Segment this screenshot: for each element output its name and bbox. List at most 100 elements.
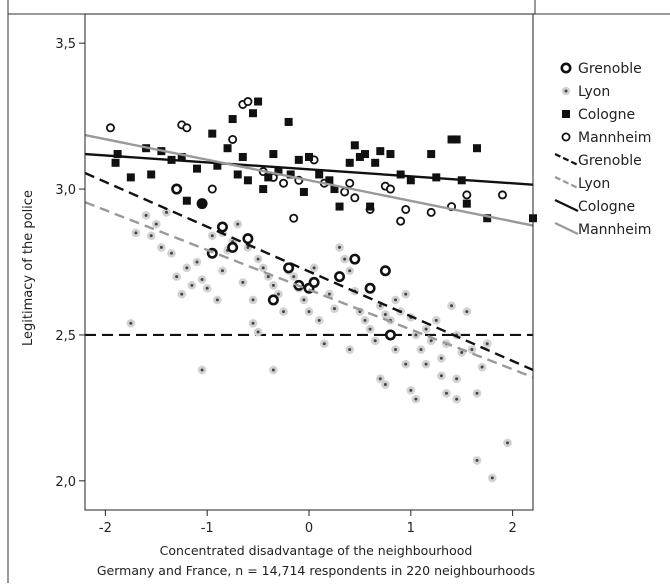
data-point-cologne bbox=[345, 158, 354, 167]
data-point-lyon-center bbox=[251, 298, 255, 302]
legend-item: Cologne bbox=[562, 107, 635, 123]
data-point-mannheim bbox=[426, 207, 436, 217]
data-point-grenoble bbox=[171, 183, 183, 195]
data-point-lyon-center bbox=[215, 298, 219, 302]
data-point-lyon-center bbox=[236, 222, 240, 226]
y-tick-label: 2,0 bbox=[55, 475, 76, 490]
legend-label: Lyon bbox=[578, 176, 610, 192]
data-point-lyon-center bbox=[455, 397, 459, 401]
legend-label: Lyon bbox=[578, 84, 610, 100]
data-point-cologne bbox=[249, 109, 257, 118]
data-point-lyon-center bbox=[475, 458, 479, 462]
data-point-cologne bbox=[366, 202, 375, 211]
data-point-lyon-center bbox=[363, 318, 367, 322]
data-point-lyon-center bbox=[271, 283, 275, 287]
data-point-lyon-center bbox=[373, 339, 377, 343]
data-point-lyon-center bbox=[450, 304, 454, 308]
data-point-cologne bbox=[223, 144, 232, 153]
data-point-lyon-center bbox=[378, 304, 382, 308]
legend-marker bbox=[562, 110, 570, 118]
data-point-lyon-center bbox=[170, 251, 174, 255]
data-point-lyon-center bbox=[292, 275, 296, 279]
data-point-cologne bbox=[259, 185, 268, 194]
data-point-cologne bbox=[284, 117, 293, 126]
data-point-mannheim bbox=[385, 184, 395, 194]
data-point-cologne bbox=[264, 173, 273, 182]
data-point-cologne bbox=[111, 158, 120, 167]
data-point-cologne bbox=[305, 152, 313, 161]
data-point-lyon-center bbox=[154, 222, 158, 226]
data-point-lyon-center bbox=[439, 374, 443, 378]
data-point-lyon-center bbox=[348, 348, 352, 352]
data-point-grenoble bbox=[227, 241, 239, 253]
x-tick-label: 2 bbox=[508, 521, 516, 536]
series-mannheim bbox=[105, 97, 507, 226]
data-point-cologne bbox=[286, 170, 295, 179]
data-point-cologne bbox=[350, 141, 359, 150]
data-point-lyon-center bbox=[455, 377, 459, 381]
legend-label: Cologne bbox=[578, 107, 635, 123]
data-point-lyon-center bbox=[424, 362, 428, 366]
fit-line-cologne-solid bbox=[84, 152, 534, 186]
data-point-mannheim bbox=[207, 184, 217, 194]
data-point-lyon-center bbox=[444, 391, 448, 395]
data-point-cologne bbox=[177, 152, 186, 161]
data-point-mannheim bbox=[350, 193, 360, 203]
data-point-cologne bbox=[386, 150, 395, 159]
data-point-cologne bbox=[294, 155, 303, 164]
data-point-lyon-center bbox=[338, 245, 342, 249]
data-point-lyon-center bbox=[475, 391, 479, 395]
data-point-grenoble bbox=[216, 221, 228, 233]
x-tick-label: 0 bbox=[305, 521, 313, 536]
data-point-cologne bbox=[355, 152, 364, 161]
data-point-cologne bbox=[274, 167, 283, 176]
data-point-mannheim bbox=[279, 178, 289, 188]
data-point-mannheim bbox=[182, 123, 192, 133]
legend-label: Mannheim bbox=[578, 222, 651, 238]
data-point-grenoble bbox=[242, 233, 254, 245]
y-tick-label: 3,0 bbox=[55, 183, 76, 198]
data-point-mannheim bbox=[289, 213, 299, 223]
legend-item: Grenoble bbox=[554, 153, 642, 169]
data-point-lyon-center bbox=[414, 333, 418, 337]
data-point-lyon-center bbox=[282, 310, 286, 314]
data-point-lyon-center bbox=[470, 348, 474, 352]
x-tick-label: 1 bbox=[407, 521, 415, 536]
data-point-lyon-center bbox=[276, 292, 280, 296]
data-point-cologne bbox=[361, 150, 369, 159]
legend-marker bbox=[561, 132, 571, 142]
data-point-cologne bbox=[243, 176, 252, 185]
data-point-cologne bbox=[182, 196, 191, 205]
data-point-lyon-center bbox=[312, 266, 316, 270]
data-point-lyon-center bbox=[394, 298, 398, 302]
data-point-grenoble bbox=[283, 262, 295, 274]
legend-line bbox=[554, 176, 579, 189]
data-point-lyon-center bbox=[261, 266, 265, 270]
data-point-lyon-center bbox=[460, 350, 464, 354]
legend-label: Cologne bbox=[578, 199, 635, 215]
data-point-lyon-center bbox=[490, 476, 494, 480]
data-point-cologne bbox=[406, 176, 415, 185]
data-point-grenoble bbox=[308, 276, 320, 288]
data-point-cologne bbox=[126, 173, 135, 182]
data-point-grenoble bbox=[267, 294, 279, 306]
data-point-lyon-center bbox=[327, 292, 331, 296]
data-point-lyon-center bbox=[164, 210, 168, 214]
data-point-lyon-center bbox=[271, 368, 275, 372]
data-point-cologne bbox=[198, 199, 207, 208]
data-point-lyon-center bbox=[266, 275, 270, 279]
data-point-lyon-center bbox=[251, 321, 255, 325]
data-point-cologne bbox=[462, 199, 471, 208]
legend-line bbox=[554, 222, 579, 235]
legend-item: Cologne bbox=[554, 199, 635, 215]
legend: Grenoble Lyon Cologne Mannheim Grenoble Lyon C… bbox=[554, 61, 651, 238]
data-point-lyon-center bbox=[383, 383, 387, 387]
data-point-cologne bbox=[254, 97, 263, 106]
data-point-lyon-center bbox=[129, 321, 133, 325]
data-point-lyon-center bbox=[307, 310, 311, 314]
data-point-lyon-center bbox=[348, 269, 352, 273]
data-point-lyon-center bbox=[383, 313, 387, 317]
legend-marker bbox=[560, 62, 572, 74]
data-point-lyon-center bbox=[368, 327, 372, 331]
data-point-lyon-center bbox=[343, 257, 347, 261]
